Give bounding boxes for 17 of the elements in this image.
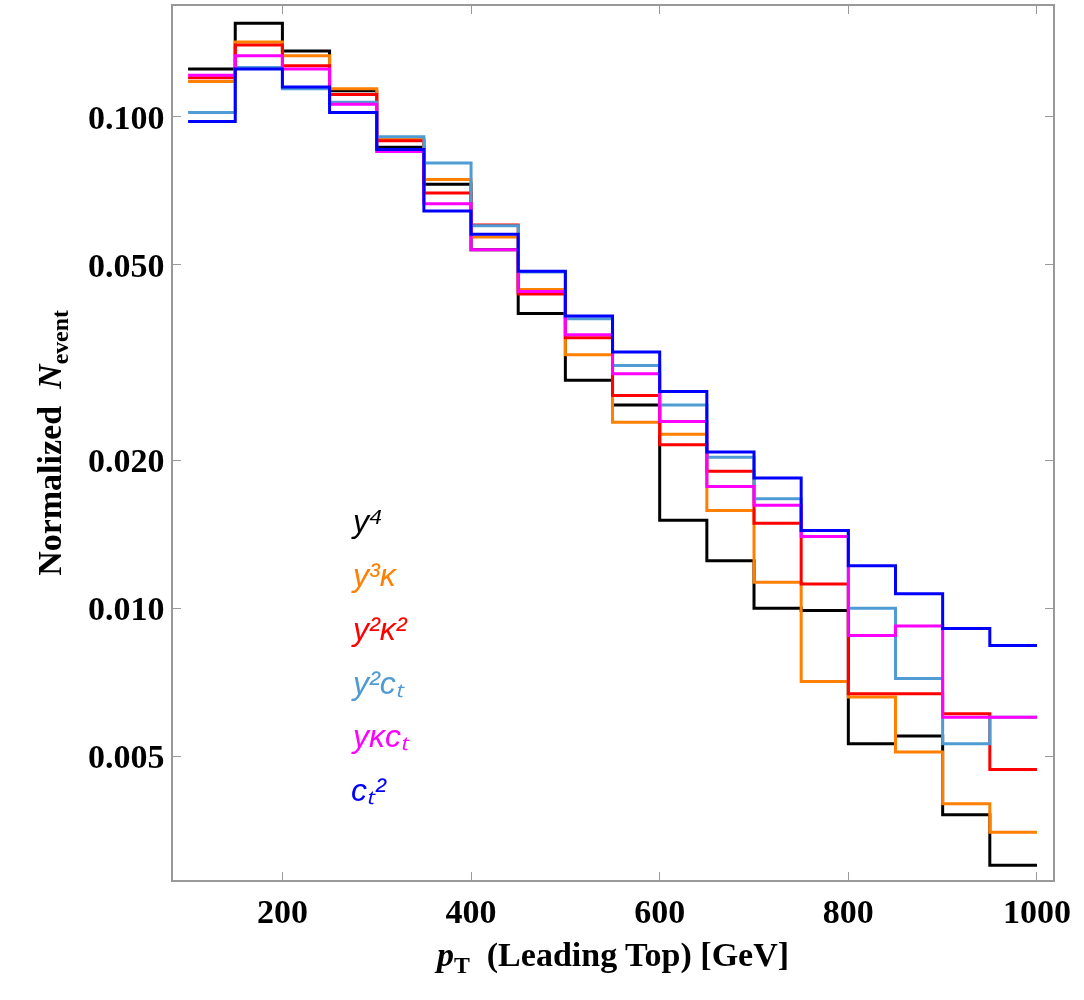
y-tick-label: 0.005 [87, 738, 165, 776]
y-tick-label: 0.050 [87, 246, 165, 284]
x-tick-label: 400 [445, 892, 497, 930]
text: y²κ² [351, 611, 408, 647]
y-tick-label: 0.100 [87, 98, 165, 136]
x-axis-title: p$_{T}$ (Leading Top) [GeV] [433, 936, 790, 979]
x-tick-label: 200 [256, 892, 308, 930]
x-tick-label: 600 [634, 892, 686, 930]
y-tick-label: 0.020 [87, 442, 165, 480]
text: y²cₜ [351, 665, 405, 701]
text: cₜ² [351, 772, 387, 808]
x-tick-label: 800 [822, 892, 874, 930]
text: yκcₜ [351, 718, 410, 754]
text: y⁴ [351, 503, 383, 539]
y-tick-label: 0.010 [87, 590, 165, 628]
text: y³κ [351, 557, 398, 593]
x-tick-label: 1000 [1002, 892, 1071, 930]
